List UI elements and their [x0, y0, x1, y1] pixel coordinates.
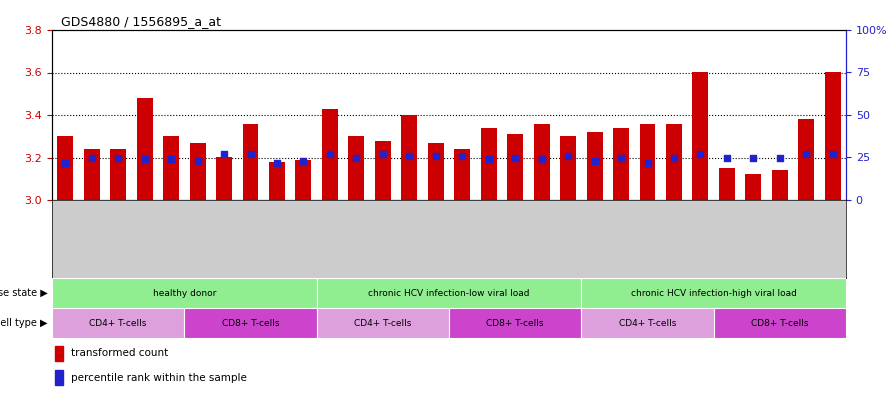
- Point: [137, 156, 151, 162]
- Point: [508, 154, 522, 161]
- Bar: [375, 141, 391, 200]
- Bar: [582, 308, 714, 338]
- Point: [641, 160, 655, 166]
- Bar: [640, 123, 656, 200]
- Point: [719, 154, 734, 161]
- Bar: [427, 143, 444, 200]
- Text: disease state ▶: disease state ▶: [0, 288, 47, 298]
- Bar: [316, 278, 582, 308]
- Point: [588, 158, 602, 164]
- Point: [694, 151, 708, 157]
- Bar: [322, 108, 338, 200]
- Bar: [56, 370, 63, 385]
- Bar: [560, 136, 576, 200]
- Text: CD8+ T-cells: CD8+ T-cells: [221, 318, 280, 327]
- Bar: [714, 308, 846, 338]
- Point: [323, 151, 337, 157]
- Bar: [825, 72, 840, 200]
- Bar: [83, 149, 99, 200]
- Bar: [163, 136, 179, 200]
- Bar: [110, 149, 126, 200]
- Text: healthy donor: healthy donor: [152, 288, 216, 298]
- Text: CD4+ T-cells: CD4+ T-cells: [619, 318, 676, 327]
- Bar: [316, 308, 449, 338]
- Point: [58, 160, 73, 166]
- Point: [270, 160, 284, 166]
- Bar: [296, 160, 312, 200]
- Point: [825, 151, 840, 157]
- Point: [111, 154, 125, 161]
- Point: [455, 152, 470, 159]
- Bar: [745, 174, 762, 200]
- Point: [349, 154, 364, 161]
- Text: chronic HCV infection-low viral load: chronic HCV infection-low viral load: [368, 288, 530, 298]
- Bar: [534, 123, 549, 200]
- Text: transformed count: transformed count: [71, 349, 168, 358]
- Bar: [52, 278, 316, 308]
- Bar: [771, 170, 788, 200]
- Point: [428, 152, 443, 159]
- Point: [164, 156, 178, 162]
- Text: cell type ▶: cell type ▶: [0, 318, 47, 328]
- Bar: [137, 98, 152, 200]
- Bar: [587, 132, 602, 200]
- Bar: [582, 278, 846, 308]
- Bar: [613, 128, 629, 200]
- Point: [614, 154, 628, 161]
- Point: [561, 152, 575, 159]
- Text: percentile rank within the sample: percentile rank within the sample: [71, 373, 247, 383]
- Point: [667, 154, 681, 161]
- Bar: [507, 134, 523, 200]
- Text: chronic HCV infection-high viral load: chronic HCV infection-high viral load: [631, 288, 797, 298]
- Bar: [190, 143, 205, 200]
- Point: [481, 156, 495, 162]
- Point: [535, 156, 549, 162]
- Bar: [798, 119, 814, 200]
- Bar: [269, 162, 285, 200]
- Point: [772, 154, 787, 161]
- Point: [402, 152, 417, 159]
- Bar: [401, 115, 418, 200]
- Text: CD8+ T-cells: CD8+ T-cells: [751, 318, 808, 327]
- Bar: [185, 308, 316, 338]
- Point: [244, 151, 258, 157]
- Bar: [454, 149, 470, 200]
- Bar: [666, 123, 682, 200]
- Bar: [216, 158, 232, 200]
- Bar: [719, 168, 735, 200]
- Point: [799, 151, 814, 157]
- Bar: [57, 136, 73, 200]
- Bar: [56, 346, 63, 361]
- Bar: [693, 72, 709, 200]
- Point: [375, 151, 390, 157]
- Point: [297, 158, 311, 164]
- Bar: [449, 308, 582, 338]
- Point: [217, 151, 231, 157]
- Text: CD8+ T-cells: CD8+ T-cells: [487, 318, 544, 327]
- Text: CD4+ T-cells: CD4+ T-cells: [90, 318, 147, 327]
- Text: CD4+ T-cells: CD4+ T-cells: [354, 318, 411, 327]
- Point: [190, 158, 204, 164]
- Point: [746, 154, 761, 161]
- Text: GDS4880 / 1556895_a_at: GDS4880 / 1556895_a_at: [61, 15, 221, 28]
- Bar: [349, 136, 365, 200]
- Bar: [52, 308, 185, 338]
- Bar: [481, 128, 496, 200]
- Bar: [243, 123, 258, 200]
- Point: [84, 154, 99, 161]
